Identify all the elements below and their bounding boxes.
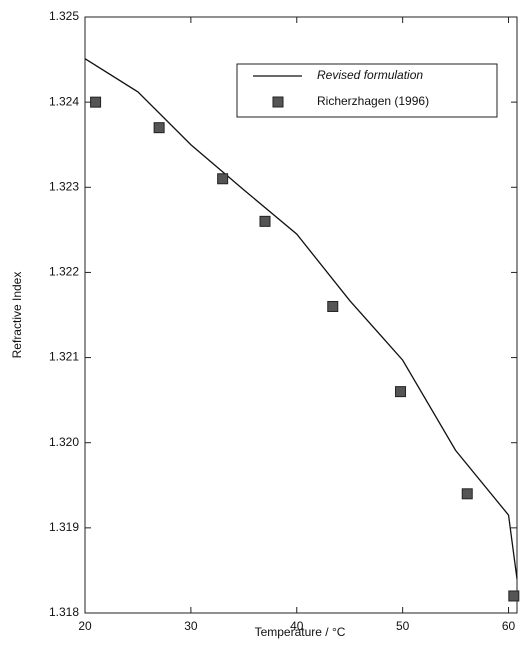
x-axis-label: Temperature / °C [255, 625, 346, 639]
legend-box [236, 63, 498, 118]
y-tick-label: 1.323 [49, 179, 79, 193]
point [153, 122, 165, 134]
y-tick-label: 1.319 [49, 520, 79, 534]
point [90, 96, 102, 108]
y-tick-label: 1.324 [49, 94, 79, 108]
y-tick-label: 1.322 [49, 265, 79, 279]
x-tick-label: 50 [396, 619, 410, 633]
plot-frame [84, 16, 518, 614]
point [395, 386, 407, 398]
point [508, 590, 520, 602]
y-axis-label: Refractive Index [10, 272, 24, 359]
x-tick-label: 20 [78, 619, 92, 633]
y-tick-label: 1.325 [49, 9, 79, 23]
legend-label: Revised formulation [317, 68, 423, 82]
point [217, 173, 229, 185]
point [327, 300, 339, 312]
legend-marker [272, 96, 284, 108]
legend-label: Richerzhagen (1996) [317, 94, 429, 108]
point [461, 488, 473, 500]
y-tick-label: 1.321 [49, 350, 79, 364]
point [259, 215, 271, 227]
x-tick-label: 30 [184, 619, 198, 633]
y-tick-label: 1.318 [49, 605, 79, 619]
x-tick-label: 40 [290, 619, 304, 633]
y-tick-label: 1.320 [49, 435, 79, 449]
x-tick-label: 60 [502, 619, 516, 633]
line [84, 58, 518, 580]
